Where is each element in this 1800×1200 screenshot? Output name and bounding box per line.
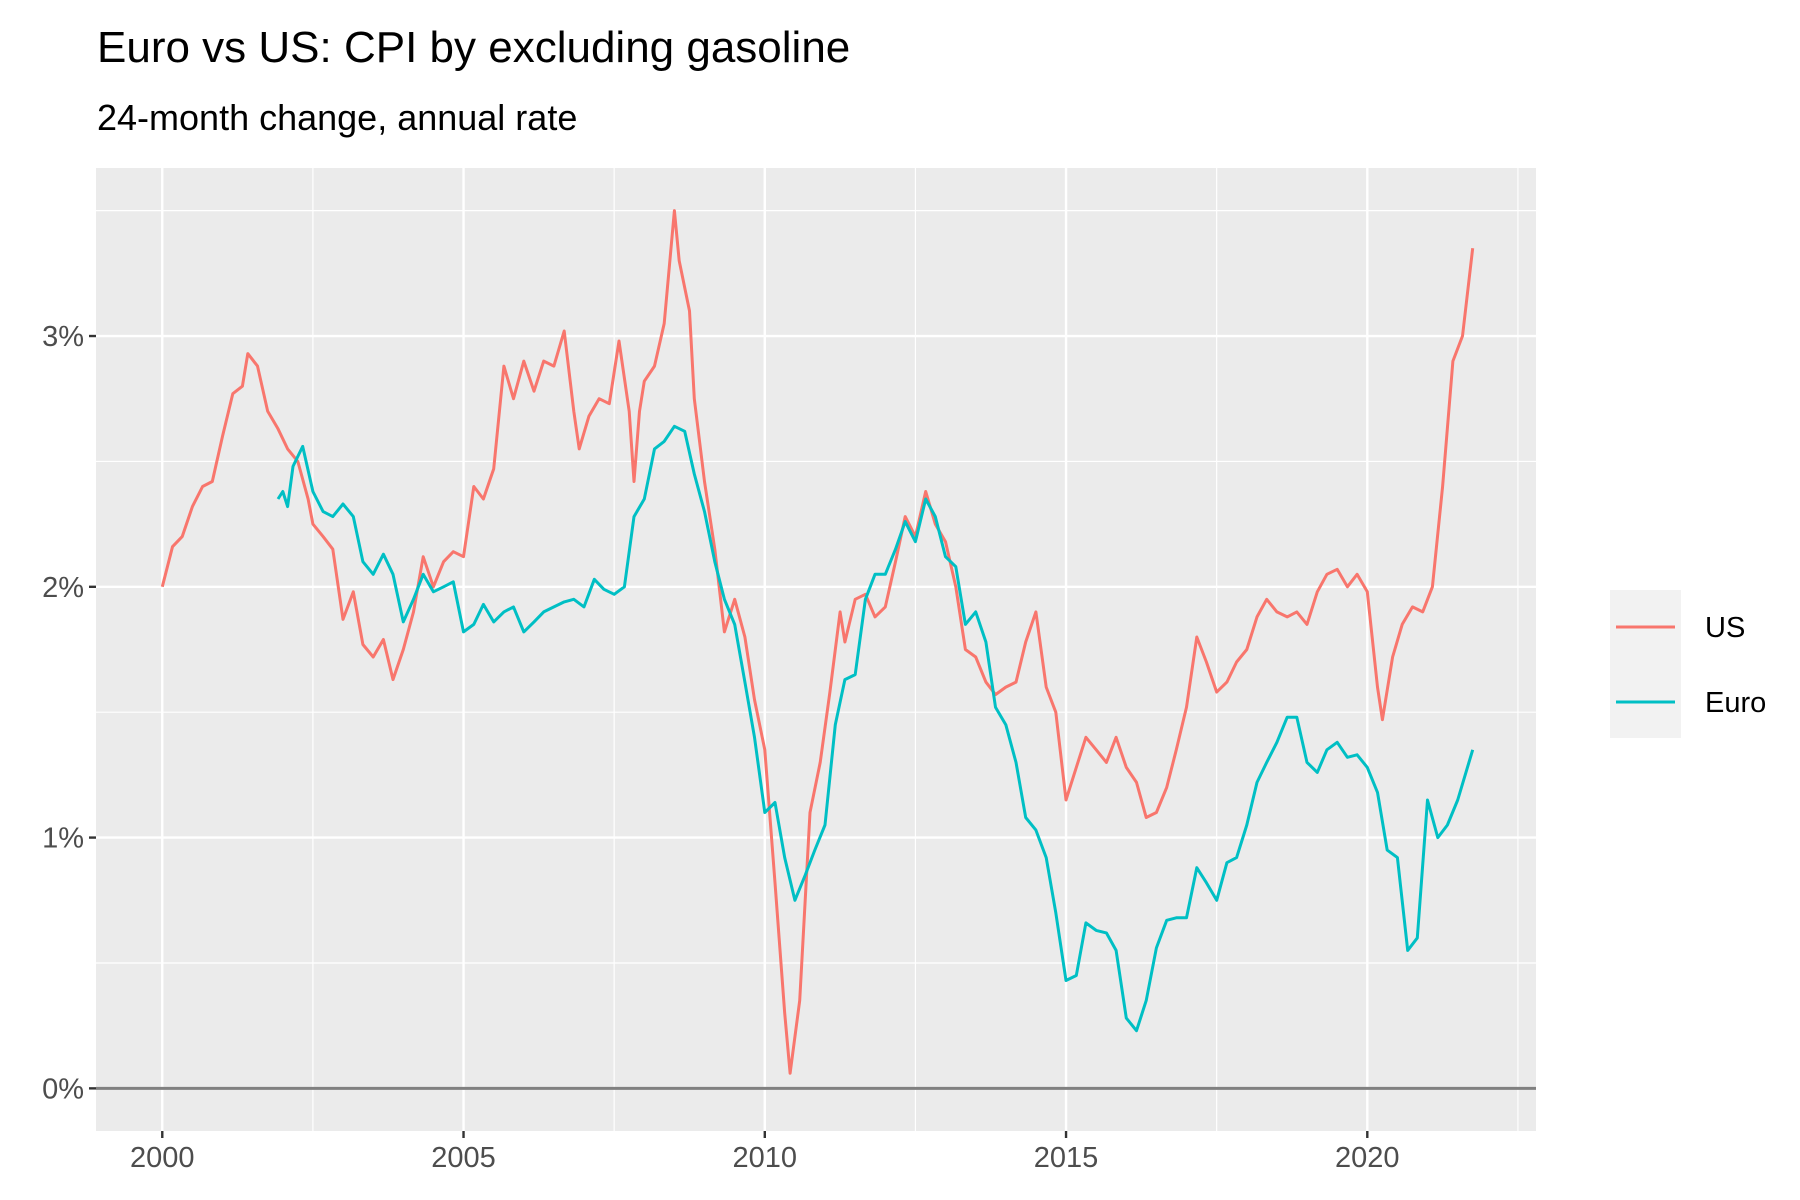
x-tick-label: 2010 [733,1142,798,1174]
chart-subtitle: 24-month change, annual rate [97,97,577,138]
grid-minor [96,168,1536,1131]
series-lines [160,209,1475,1075]
x-axis: 2000 2005 2010 2015 2020 [130,1131,1400,1174]
y-tick-label: 3% [42,321,84,353]
legend-label-us: US [1705,612,1745,644]
legend: US Euro [1610,590,1766,738]
x-tick-label: 2005 [431,1142,496,1174]
x-tick-label: 2015 [1034,1142,1099,1174]
x-tick-label: 2000 [130,1142,195,1174]
series-line-us [160,209,1475,1075]
chart-title: Euro vs US: CPI by excluding gasoline [97,23,850,72]
legend-key-background [1610,590,1681,738]
y-tick-label: 0% [42,1073,84,1105]
series-line-euro [276,424,1475,1033]
x-tick-label: 2020 [1335,1142,1400,1174]
y-tick-label: 2% [42,572,84,604]
plot-panel [96,168,1536,1131]
y-axis: 0% 1% 2% 3% [42,321,96,1105]
y-tick-label: 1% [42,823,84,855]
legend-label-euro: Euro [1705,687,1766,719]
